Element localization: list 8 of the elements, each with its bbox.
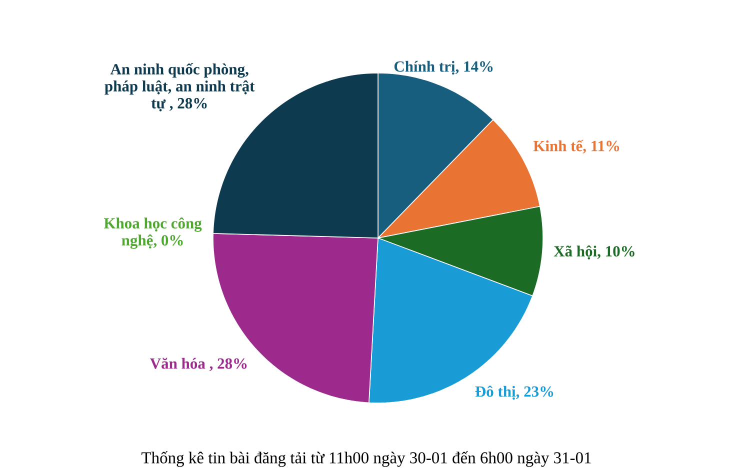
slice-label: Kinh tế, 11% [533, 140, 620, 154]
category-label: Khoa học công nghệ, 0% [104, 218, 202, 249]
slice-label: Xã hội, 10% [554, 245, 634, 260]
slice-label: An ninh quốc phòng, pháp luật, an ninh trật tự , 28% [104, 63, 255, 112]
slice-label: Chính trị, 14% [394, 60, 493, 75]
slice-label: Văn hóa , 28% [150, 358, 247, 372]
text: Thống kê tin bài đăng tải từ 11h00 ngày 30-01 đến 6h00 ngày 31-01 [142, 451, 591, 467]
slice-label: Đô thị, 23% [475, 386, 554, 400]
